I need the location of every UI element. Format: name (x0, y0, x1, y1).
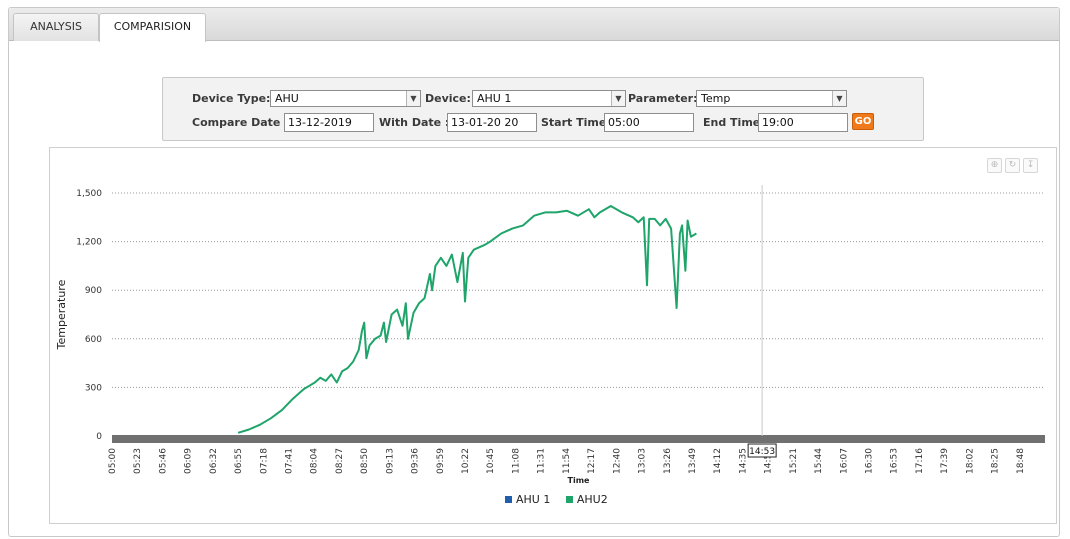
y-tick-label: 0 (96, 432, 102, 442)
parameter-select[interactable]: Temp ▼ (696, 90, 847, 107)
y-tick-label: 300 (85, 383, 102, 393)
start-time-label: Start Time (541, 116, 607, 129)
x-tick-label: 13:03 (638, 448, 648, 474)
x-tick-label: 09:36 (411, 448, 421, 474)
y-tick-label: 1,200 (76, 238, 102, 248)
end-time-label: End Time (703, 116, 761, 129)
crosshair-label: 14:53 (749, 447, 775, 457)
x-tick-label: 05:23 (133, 448, 143, 474)
export-icon[interactable]: ↧ (1023, 158, 1038, 173)
x-tick-label: 15:44 (814, 448, 824, 474)
series-line-ahu2 (237, 205, 697, 434)
x-tick-label: 08:50 (360, 448, 370, 474)
x-tick-label: 16:07 (839, 448, 849, 474)
x-tick-label: 05:46 (158, 448, 168, 474)
x-tick-label: 14:58 (764, 448, 774, 474)
x-tick-label: 14:35 (738, 448, 748, 474)
x-tick-label: 08:04 (310, 448, 320, 474)
zoom-icon[interactable]: ⊕ (987, 158, 1002, 173)
legend-item-ahu2[interactable]: AHU2 (565, 493, 608, 506)
x-tick-label: 13:26 (663, 448, 673, 474)
compare-date-label: Compare Date : (192, 116, 289, 129)
with-date-label: With Date : (379, 116, 450, 129)
tab-analysis[interactable]: ANALYSIS (13, 13, 99, 41)
x-tick-label: 05:00 (108, 448, 118, 474)
x-tick-label: 14:12 (713, 448, 723, 474)
legend-label-ahu1: AHU 1 (516, 493, 551, 506)
y-axis-title: Temperature (55, 279, 68, 350)
crosshair-label-box (747, 443, 777, 458)
reset-zoom-icon[interactable]: ↻ (1005, 158, 1020, 173)
tab-bar: ANALYSIS COMPARISION (9, 8, 1059, 42)
x-tick-label: 06:32 (209, 448, 219, 474)
end-time-input[interactable]: 19:00 (758, 113, 848, 132)
y-tick-label: 1,500 (76, 189, 102, 199)
compare-date-input[interactable]: 13-12-2019 (284, 113, 374, 132)
x-tick-label: 09:13 (385, 448, 395, 474)
chevron-down-icon: ▼ (406, 91, 420, 106)
comparison-panel: ANALYSIS COMPARISION Device Type: AHU ▼ … (8, 7, 1060, 537)
x-tick-label: 06:09 (184, 448, 194, 474)
device-label: Device: (425, 92, 471, 105)
x-tick-label: 17:39 (940, 448, 950, 474)
x-tick-label: 07:18 (259, 448, 269, 474)
with-date-input[interactable]: 13-01-20 20 (447, 113, 537, 132)
chevron-down-icon: ▼ (832, 91, 846, 106)
x-axis-title: Time (568, 476, 591, 485)
x-tick-label: 07:41 (285, 448, 295, 474)
x-tick-label: 15:21 (789, 448, 799, 474)
legend-label-ahu2: AHU2 (576, 493, 608, 506)
x-tick-label: 10:45 (486, 448, 496, 474)
y-tick-label: 900 (85, 286, 102, 296)
legend-item-ahu1[interactable]: AHU 1 (505, 493, 550, 506)
start-time-input[interactable]: 05:00 (604, 113, 694, 132)
device-type-label: Device Type: (192, 92, 271, 105)
legend-swatch-ahu2 (565, 495, 573, 503)
device-value: AHU 1 (477, 92, 512, 105)
x-tick-label: 09:59 (436, 448, 446, 474)
filter-panel: Device Type: AHU ▼ Device: AHU 1 ▼ Param… (162, 77, 924, 141)
device-type-value: AHU (275, 92, 299, 105)
x-tick-label: 18:02 (965, 448, 975, 474)
x-tick-label: 12:40 (612, 448, 622, 474)
x-tick-label: 11:54 (562, 448, 572, 474)
chart-container: ⊕ ↻ ↧ 0 300 600 900 1,200 1,500 05:00 05:23 05:4… (49, 147, 1057, 524)
x-tick-label: 06:55 (234, 448, 244, 474)
x-tick-label: 10:22 (461, 448, 471, 474)
x-tick-label: 08:27 (335, 448, 345, 474)
x-tick-label: 18:48 (1016, 448, 1026, 474)
x-tick-label: 11:08 (511, 448, 521, 474)
x-tick-label: 16:30 (864, 448, 874, 474)
chart-legend: AHU 1 AHU2 (505, 493, 620, 506)
device-type-select[interactable]: AHU ▼ (270, 90, 421, 107)
x-tick-label: 16:53 (890, 448, 900, 474)
parameter-label: Parameter: (628, 92, 698, 105)
x-tick-label: 18:25 (991, 448, 1001, 474)
x-axis-band (112, 435, 1045, 443)
parameter-value: Temp (701, 92, 731, 105)
chevron-down-icon: ▼ (611, 91, 625, 106)
device-select[interactable]: AHU 1 ▼ (472, 90, 626, 107)
y-tick-label: 600 (85, 335, 102, 345)
go-button[interactable]: GO (852, 113, 874, 130)
tab-comparision[interactable]: COMPARISION (99, 13, 206, 42)
x-tick-label: 17:16 (915, 448, 925, 474)
x-tick-label: 12:17 (587, 448, 597, 474)
temperature-chart[interactable]: 0 300 600 900 1,200 1,500 05:00 05:23 05:46 06:09… (50, 148, 1056, 488)
x-tick-label: 13:49 (688, 448, 698, 474)
legend-swatch-ahu1 (505, 495, 512, 503)
x-tick-label: 11:31 (537, 448, 547, 474)
